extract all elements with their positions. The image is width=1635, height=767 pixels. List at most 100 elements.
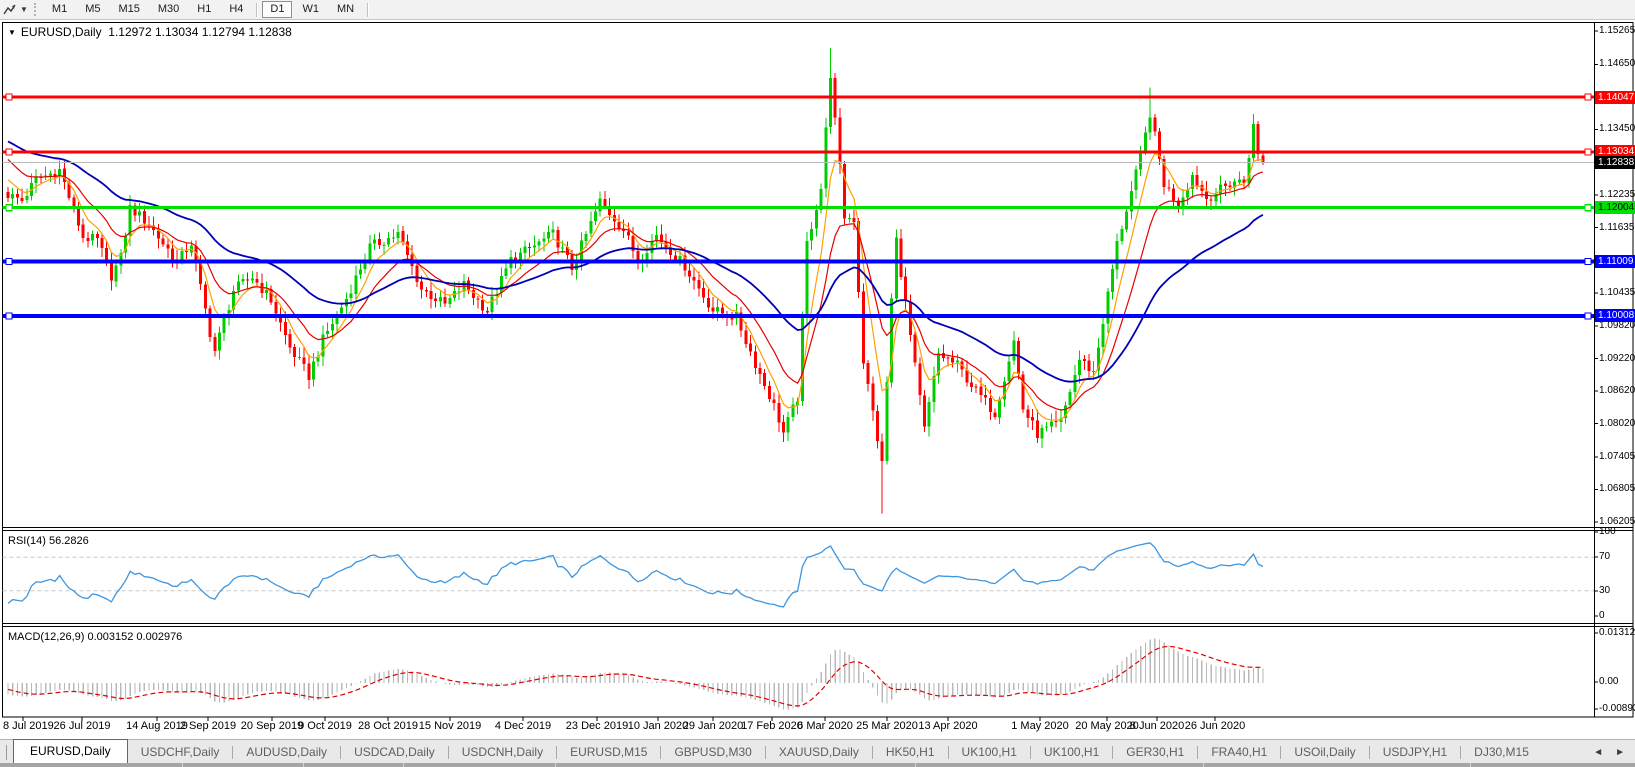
price-tick-label: 1.07405 bbox=[1599, 450, 1635, 462]
date-tick-label: 2 Sep 2019 bbox=[179, 720, 237, 732]
tabs-scroll-left-icon[interactable]: ◄ bbox=[1593, 747, 1604, 758]
macd-histogram bbox=[7, 638, 1264, 710]
date-tick-label: 26 Jun 2020 bbox=[1184, 720, 1246, 732]
chart-tab-ger30-h1[interactable]: GER30,H1 bbox=[1126, 745, 1185, 759]
macd-tick-label: 0.01312 bbox=[1599, 627, 1635, 638]
ma-mid-line bbox=[7, 158, 1264, 411]
chart-tools-dropdown-icon[interactable]: ▼ bbox=[20, 5, 28, 14]
chart-tools-icon[interactable] bbox=[3, 3, 19, 17]
hline-handle[interactable] bbox=[5, 312, 13, 320]
timeframe-button-w1[interactable]: W1 bbox=[302, 3, 319, 15]
timeframe-button-m15[interactable]: M15 bbox=[118, 3, 140, 15]
tab-separator bbox=[340, 746, 342, 759]
date-tick-label: 8 Jun 2020 bbox=[1129, 720, 1185, 732]
timeframe-button-h4[interactable]: H4 bbox=[229, 3, 244, 15]
chart-tab-dj30-m15[interactable]: DJ30,M15 bbox=[1474, 745, 1529, 759]
chart-tab-hk50-h1[interactable]: HK50,H1 bbox=[885, 745, 935, 759]
panel-column-divider bbox=[1203, 763, 1204, 767]
hline-handle[interactable] bbox=[5, 258, 13, 266]
timeframe-button-mn[interactable]: MN bbox=[336, 3, 355, 15]
chart-tab-uk100-h1[interactable]: UK100,H1 bbox=[1043, 745, 1100, 759]
hline-handle[interactable] bbox=[1584, 258, 1592, 266]
chart-symbol: EURUSD,Daily bbox=[20, 25, 102, 39]
price-tick-label: 1.11635 bbox=[1599, 221, 1635, 233]
hline-handle[interactable] bbox=[1584, 312, 1592, 320]
tabs-scroll-right-icon[interactable]: ► bbox=[1615, 747, 1625, 758]
date-tick-label: 1 May 2020 bbox=[1011, 720, 1069, 732]
rsi-tick-label: 100 bbox=[1599, 526, 1616, 537]
timeframe-button-m30[interactable]: M30 bbox=[157, 3, 180, 15]
price-tick-label: 1.09820 bbox=[1599, 320, 1635, 332]
macd-signal-line bbox=[7, 645, 1263, 707]
ma-fast-line bbox=[7, 152, 1264, 421]
chart-tab-eurusd-daily[interactable]: EURUSD,Daily bbox=[13, 739, 128, 764]
date-tick-label: 8 Jul 2019 bbox=[3, 720, 54, 732]
chart-tab-fra40-h1[interactable]: FRA40,H1 bbox=[1211, 745, 1268, 759]
chart-tab-usoil-daily[interactable]: USOil,Daily bbox=[1294, 745, 1356, 759]
date-tick-label: 29 Jan 2020 bbox=[682, 720, 744, 732]
rsi-tick-label: 70 bbox=[1599, 551, 1611, 562]
panel-column-divider bbox=[915, 763, 916, 767]
tab-separator bbox=[1112, 746, 1114, 759]
tab-separator bbox=[1368, 746, 1370, 759]
tab-separator bbox=[871, 746, 873, 759]
chart-tab-gbpusd-m30[interactable]: GBPUSD,M30 bbox=[674, 745, 752, 759]
chart-tab-usdcnh-daily[interactable]: USDCNH,Daily bbox=[461, 745, 544, 759]
timeframe-button-d1[interactable]: D1 bbox=[262, 1, 293, 18]
hline-price-badge: 1.14047 bbox=[1595, 90, 1635, 104]
chart-tab-usdjpy-h1[interactable]: USDJPY,H1 bbox=[1382, 745, 1448, 759]
tabbar-grip bbox=[6, 745, 7, 760]
panel-column-divider bbox=[555, 763, 556, 767]
macd-tick-label: -0.00893 bbox=[1599, 703, 1635, 714]
timeframe-button-h1[interactable]: H1 bbox=[197, 3, 212, 15]
rsi-value: 56.2826 bbox=[48, 535, 89, 547]
price-tick-label: 1.08620 bbox=[1599, 385, 1635, 397]
date-tick-label: 14 Aug 2019 bbox=[126, 720, 188, 732]
hline-handle[interactable] bbox=[1584, 204, 1592, 212]
date-tick-label: 25 Mar 2020 bbox=[856, 720, 918, 732]
chart-tab-usdchf-daily[interactable]: USDCHF,Daily bbox=[140, 745, 220, 759]
toolbar-grip[interactable] bbox=[33, 3, 36, 16]
hline-handle[interactable] bbox=[5, 204, 13, 212]
panel-column-divider bbox=[403, 763, 404, 767]
timeframe-button-m1[interactable]: M1 bbox=[51, 3, 68, 15]
rsi-tick-label: 30 bbox=[1599, 585, 1611, 596]
price-tick-label: 1.09220 bbox=[1599, 352, 1635, 364]
chart-tab-xauusd-daily[interactable]: XAUUSD,Daily bbox=[778, 745, 859, 759]
axis-ticks bbox=[22, 30, 1598, 721]
bottom-panel-edge bbox=[0, 763, 1635, 767]
chart-tab-bar: EURUSD,Daily USDCHF,Daily AUDUSD,Daily USDC… bbox=[0, 739, 1635, 764]
rsi-tick-label: 0 bbox=[1599, 610, 1605, 621]
chart-tab-uk100-h1[interactable]: UK100,H1 bbox=[961, 745, 1017, 759]
chart-tab-audusd-daily[interactable]: AUDUSD,Daily bbox=[246, 745, 328, 759]
rsi-pane-label: RSI(14) 56.2826 bbox=[8, 535, 89, 547]
date-tick-label: 20 May 2020 bbox=[1075, 720, 1139, 732]
tab-separator bbox=[556, 746, 558, 759]
hline-handle[interactable] bbox=[5, 148, 13, 156]
price-tick-label: 1.13450 bbox=[1599, 123, 1635, 135]
hline-price-badge: 1.12004 bbox=[1595, 201, 1635, 215]
chart-frame bbox=[2, 22, 1634, 718]
hline-price-badge: 1.13034 bbox=[1595, 145, 1635, 159]
hline-handle[interactable] bbox=[5, 93, 13, 101]
price-tick-label: 1.10435 bbox=[1599, 286, 1635, 298]
hline-handle[interactable] bbox=[1584, 93, 1592, 101]
price-tick-label: 1.12235 bbox=[1599, 189, 1635, 201]
panel-column-divider bbox=[303, 763, 304, 767]
chart-tab-usdcad-daily[interactable]: USDCAD,Daily bbox=[354, 745, 435, 759]
date-tick-label: 13 Apr 2020 bbox=[918, 720, 978, 732]
date-tick-label: 28 Oct 2019 bbox=[358, 720, 418, 732]
timeframe-button-m5[interactable]: M5 bbox=[85, 3, 101, 15]
rsi-level-lines bbox=[2, 556, 1594, 592]
ma-slow-line bbox=[7, 140, 1264, 383]
timeframe-toolbar: ▼ M1 M5 M15 M30 H1 H4 D1 W1 MN bbox=[0, 0, 1635, 20]
chart-tab-eurusd-m15[interactable]: EURUSD,M15 bbox=[570, 745, 648, 759]
candles-down bbox=[6, 72, 1265, 514]
hline-price-badge: 1.11009 bbox=[1595, 255, 1635, 269]
price-tick-label: 1.06805 bbox=[1599, 483, 1635, 495]
toolbar-separator bbox=[256, 2, 258, 17]
chart-title: ▼ EURUSD,Daily 1.12972 1.13034 1.12794 1.… bbox=[8, 25, 292, 39]
macd-values: 0.003152 0.002976 bbox=[87, 631, 183, 643]
hline-handle[interactable] bbox=[1584, 148, 1592, 156]
